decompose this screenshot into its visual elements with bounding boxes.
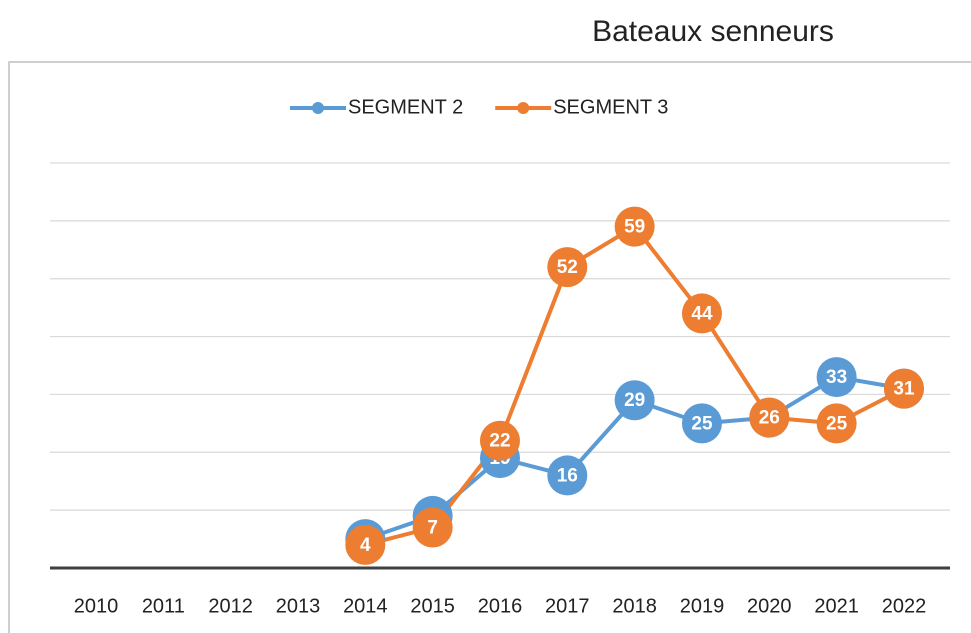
legend-marker [517,102,530,114]
data-label: 33 [826,367,847,388]
data-point [614,380,655,421]
data-label: 26 [759,408,780,429]
data-label: 7 [427,518,438,539]
x-tick-label: 2022 [882,595,927,617]
data-point [547,455,588,496]
data-point [412,507,453,548]
x-tick-label: 2011 [142,595,185,617]
x-tick-label: 2010 [74,595,119,617]
data-point [749,397,790,438]
chart-frame [8,61,971,633]
x-tick-label: 2012 [208,595,253,617]
data-point [547,247,588,288]
data-point [681,403,722,444]
data-label: 25 [691,413,713,434]
x-tick-label: 2014 [343,595,388,617]
data-point [816,357,857,398]
chart-title: Bateaux senneurs [592,15,834,48]
x-tick-label: 2020 [747,595,792,617]
data-label: 59 [624,217,645,238]
data-label: 4 [360,535,371,556]
legend-label: SEGMENT 3 [553,96,668,118]
data-point [681,293,722,334]
x-tick-label: 2021 [814,595,859,617]
data-label: 25 [826,413,848,434]
legend-marker [312,102,324,114]
x-tick-label: 2019 [680,595,725,617]
data-label: 52 [557,257,578,278]
data-point [345,524,386,565]
data-point [614,206,655,247]
legend-label: SEGMENT 2 [348,96,463,118]
data-point [479,420,520,461]
x-tick-label: 2016 [478,595,523,617]
data-label: 22 [489,431,510,452]
x-tick-label: 2015 [410,595,455,617]
data-label: 31 [893,379,915,400]
data-label: 44 [691,303,713,324]
data-point [883,368,924,409]
x-tick-label: 2017 [545,595,590,617]
data-label: 16 [557,465,578,486]
data-point [816,403,857,444]
x-tick-label: 2013 [276,595,321,617]
x-tick-label: 2018 [612,595,657,617]
legend: SEGMENT 2 SEGMENT 3 [290,96,668,118]
data-label: 29 [624,390,645,411]
